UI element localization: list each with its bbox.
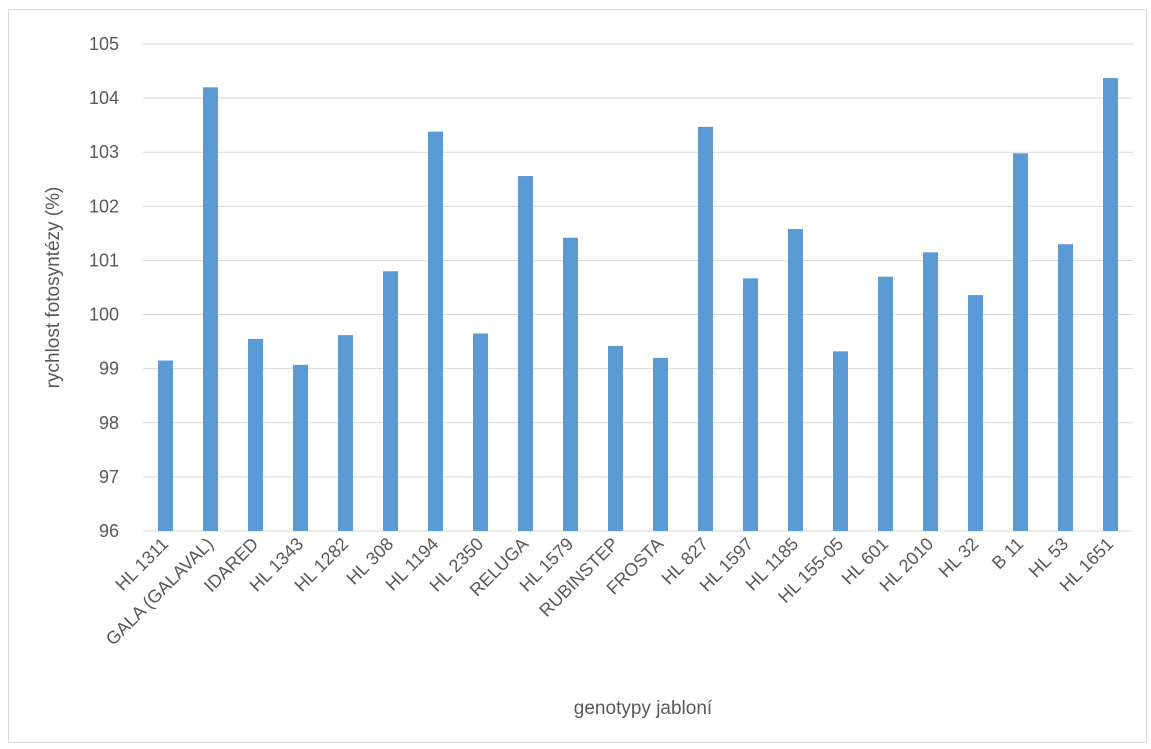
x-tick-label: B 11	[988, 534, 1027, 573]
bar	[1058, 244, 1073, 531]
chart-area: 96 97 98 99 100 101 102 103 104 105 HL 1311 GALA (…	[8, 9, 1147, 743]
y-axis-title: rychlost fotosyntézy (%)	[43, 187, 64, 389]
bar	[518, 176, 533, 531]
bar	[158, 360, 173, 531]
y-tick-label: 105	[89, 34, 119, 54]
y-tick-label: 101	[89, 250, 119, 270]
y-tick-label: 103	[89, 142, 119, 162]
bar	[878, 276, 893, 531]
bar	[653, 357, 668, 531]
y-tick-label: 100	[89, 305, 119, 325]
y-tick-label: 102	[89, 196, 119, 216]
bar	[743, 278, 758, 531]
bar	[293, 364, 308, 531]
bar	[248, 338, 263, 531]
bar	[563, 237, 578, 531]
bar	[608, 345, 623, 531]
bar	[1103, 78, 1118, 531]
bar	[833, 351, 848, 531]
bar	[203, 87, 218, 532]
bar	[428, 131, 443, 531]
y-tick-label: 97	[99, 467, 119, 487]
bar	[923, 252, 938, 532]
bar	[788, 229, 803, 531]
y-tick-label: 99	[99, 359, 119, 379]
bar	[968, 295, 983, 531]
y-tick-label: 104	[89, 88, 119, 108]
bar	[698, 126, 713, 531]
bar	[383, 271, 398, 531]
bar	[338, 335, 353, 531]
bar-series	[158, 78, 1118, 532]
x-axis-title: genotypy jabloní	[574, 698, 713, 719]
bar	[1013, 153, 1028, 531]
x-tick-label: HL 32	[935, 534, 983, 582]
y-tick-label: 96	[99, 521, 119, 541]
y-tick-label: 98	[99, 413, 119, 433]
y-axis-ticks: 96 97 98 99 100 101 102 103 104 105	[89, 34, 119, 541]
bar	[473, 333, 488, 531]
gridlines	[143, 43, 1133, 532]
